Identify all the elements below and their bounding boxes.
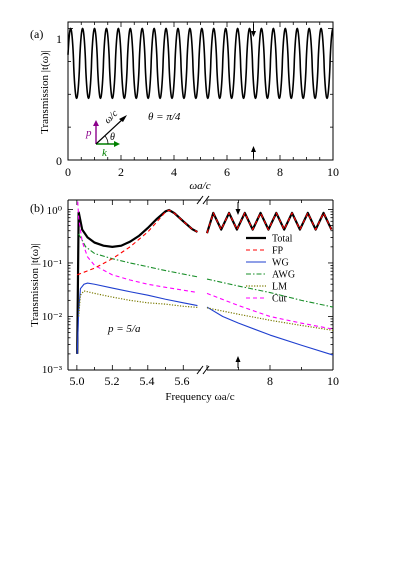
k-label: k — [102, 147, 108, 159]
x-tick-label: 8 — [267, 374, 273, 388]
series-wg-left — [76, 282, 198, 354]
panel-b: (b) 5.0 5.2 5.4 5.6 8 10 10⁰ 10⁻¹ 10⁻² 1 — [29, 195, 340, 403]
y-tick-label: 0 — [56, 154, 62, 168]
panel-b-ticks — [68, 200, 334, 371]
panel-b-frame — [67, 195, 334, 375]
series-cut-right — [206, 292, 334, 330]
series-fp-right — [206, 212, 332, 234]
y-axis-label: Transmission |t(ω)| — [39, 50, 51, 134]
legend-label: Total — [272, 234, 293, 245]
x-tick-label: 2 — [118, 165, 124, 179]
p-arrow-head — [93, 120, 99, 126]
series-awg-left — [78, 233, 198, 278]
axis-break-mark — [202, 365, 210, 375]
x-axis-label: ωa/c — [189, 180, 210, 192]
legend-label: FP — [272, 246, 284, 257]
y-tick-label: 10⁻³ — [42, 364, 63, 376]
series-cut-left — [77, 201, 198, 294]
y-tick-label: 10⁻¹ — [42, 258, 62, 270]
k-arrow-head — [114, 141, 120, 147]
y-tick-label: 10⁰ — [47, 205, 63, 217]
series-lm-right — [206, 307, 334, 331]
inset-schematic: p k θ ω/c — [85, 108, 127, 159]
theta-arc — [104, 135, 109, 145]
p-label: p — [85, 127, 92, 139]
panel-a-label: (a) — [30, 27, 43, 41]
legend-label: AWG — [272, 270, 295, 281]
bottom-arrow-mark-head — [251, 146, 256, 152]
x-axis-label: Frequency ωa/c — [165, 391, 234, 403]
x-tick-label: 5.4 — [140, 374, 155, 388]
panel-a-series — [67, 27, 334, 100]
omega-arrow-head — [119, 115, 127, 122]
x-tick-label: 10 — [327, 165, 339, 179]
axis-break-mark — [202, 195, 210, 205]
panel-a: (a) 0 2 4 6 8 10 0 1 ωa/c Transmission |… — [30, 21, 339, 192]
x-tick-label: 6 — [224, 165, 230, 179]
x-tick-label: 5.0 — [70, 374, 85, 388]
series-fp-left — [77, 209, 198, 276]
x-tick-label: 0 — [65, 165, 71, 179]
x-tick-label: 5.2 — [105, 374, 120, 388]
legend-label: LM — [272, 282, 287, 293]
axis-break-mark — [196, 195, 204, 205]
panel-b-arrow-marks — [235, 202, 241, 368]
omega-arrow — [95, 117, 125, 145]
x-tick-label: 8 — [277, 165, 283, 179]
top-arrow-mark-head — [251, 31, 256, 37]
panel-b-label: (b) — [30, 201, 44, 215]
legend-label: Cut — [272, 294, 287, 305]
panel-a-arrow-marks — [251, 24, 256, 158]
panel-a-x-tick-labels: 0 2 4 6 8 10 — [65, 165, 339, 179]
panel-a-ticks — [67, 22, 334, 161]
theta-label: θ — [110, 132, 115, 143]
series-wg-right — [206, 306, 334, 356]
panel-b-series — [76, 201, 334, 356]
y-tick-label: 10⁻² — [42, 311, 63, 323]
series-awg-right — [206, 278, 334, 308]
y-tick-label: 1 — [56, 32, 62, 46]
angle-annotation: θ = π/4 — [148, 111, 181, 123]
x-tick-label: 10 — [327, 374, 339, 388]
panel-b-y-tick-labels: 10⁰ 10⁻¹ 10⁻² 10⁻³ — [42, 205, 63, 376]
transmission-curve — [67, 27, 334, 100]
y-axis-label: Transmission |t(ω)| — [29, 243, 41, 327]
x-tick-label: 5.6 — [175, 374, 190, 388]
series-lm-left — [78, 290, 198, 317]
p-annotation: p = 5/a — [107, 323, 141, 335]
panel-b-x-tick-labels: 5.0 5.2 5.4 5.6 8 10 — [70, 374, 340, 388]
axis-break-mark — [196, 365, 204, 375]
x-tick-label: 4 — [171, 165, 177, 179]
bottom-arrow-mark-head — [235, 356, 241, 362]
legend-label: WG — [272, 258, 289, 269]
top-arrow-mark-head — [235, 209, 241, 215]
